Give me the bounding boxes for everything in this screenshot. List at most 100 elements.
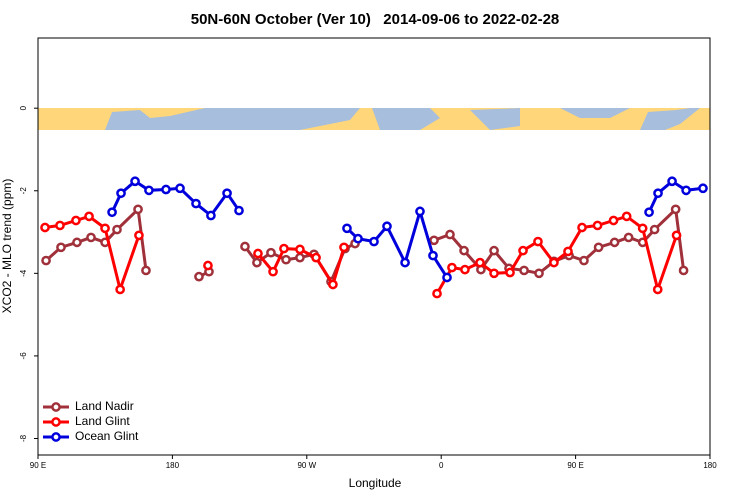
point: [623, 232, 634, 243]
point: [252, 257, 262, 268]
point: [84, 211, 94, 222]
point: [447, 262, 457, 273]
point: [281, 254, 291, 265]
point: [609, 237, 620, 248]
y-axis-label: XCO2 - MLO trend (ppm): [0, 179, 14, 314]
legend-label: Land Nadir: [75, 399, 134, 413]
point: [240, 241, 250, 252]
point: [342, 223, 352, 234]
point: [534, 268, 544, 279]
point: [222, 188, 232, 199]
x-tick-label: 90 E: [30, 461, 46, 470]
point: [56, 242, 66, 253]
point: [266, 247, 276, 258]
point: [72, 237, 82, 248]
point: [279, 243, 289, 254]
point: [579, 255, 589, 266]
point: [577, 222, 587, 233]
point: [533, 236, 543, 247]
y-tick-label: -4: [19, 269, 28, 277]
point: [429, 235, 439, 246]
point: [130, 176, 140, 187]
point: [353, 233, 363, 244]
point: [41, 255, 51, 266]
point: [253, 248, 263, 259]
point: [459, 245, 469, 256]
point: [206, 210, 216, 221]
point: [115, 284, 125, 295]
point: [519, 265, 529, 276]
point: [432, 288, 442, 299]
point: [295, 252, 305, 263]
point: [460, 264, 470, 275]
y-tick-label: -2: [19, 187, 28, 195]
point: [621, 211, 632, 222]
x-tick-label: 90 W: [297, 461, 316, 470]
point: [652, 284, 663, 295]
point: [671, 230, 682, 241]
map-strip: [38, 108, 710, 130]
legend-marker: [51, 402, 61, 412]
legend-label: Land Glint: [75, 414, 130, 428]
legend-marker: [51, 417, 61, 427]
point: [369, 236, 379, 247]
point: [112, 224, 122, 235]
point: [382, 221, 392, 232]
chart-title: 50N-60N October (Ver 10) 2014-09-06 to 2…: [191, 11, 560, 28]
point: [415, 206, 425, 217]
point: [518, 245, 528, 256]
x-tick-label: 0: [439, 461, 444, 470]
x-tick-label: 180: [703, 461, 717, 470]
legend-label: Ocean Glint: [75, 429, 139, 443]
point: [593, 242, 604, 253]
point: [489, 268, 499, 279]
y-tick-label: 0: [19, 105, 28, 110]
point: [667, 176, 677, 187]
x-axis-label: Longitude: [349, 476, 402, 490]
legend-marker: [51, 432, 61, 442]
point: [116, 188, 126, 199]
point: [649, 224, 660, 235]
point: [608, 215, 619, 226]
point: [400, 257, 410, 268]
x-tick-label: 90 E: [567, 461, 583, 470]
point: [681, 185, 691, 196]
point: [107, 207, 117, 218]
point: [549, 257, 559, 268]
point: [592, 220, 603, 231]
y-tick-label: -6: [19, 352, 28, 360]
point: [134, 230, 144, 241]
series-line: [45, 206, 686, 285]
point: [144, 185, 154, 196]
point: [653, 188, 663, 199]
x-tick-label: 180: [166, 461, 180, 470]
point: [505, 267, 515, 278]
point: [489, 245, 499, 256]
point: [71, 215, 81, 226]
point: [644, 207, 654, 218]
plot-frame: [37, 37, 711, 456]
point: [203, 260, 213, 271]
point: [55, 220, 65, 231]
point: [678, 265, 689, 276]
point: [311, 252, 321, 263]
point: [175, 183, 185, 194]
point: [428, 250, 438, 261]
point: [161, 184, 171, 195]
point: [698, 183, 708, 194]
point: [295, 244, 305, 255]
point: [86, 232, 96, 243]
point: [40, 222, 50, 233]
point: [100, 223, 110, 234]
point: [445, 229, 455, 240]
point: [268, 266, 278, 277]
point: [194, 271, 204, 282]
y-tick-label: -8: [19, 434, 28, 442]
point: [563, 246, 573, 257]
point: [475, 257, 485, 268]
point: [133, 204, 143, 215]
point: [339, 242, 349, 253]
point: [442, 272, 452, 283]
point: [141, 265, 151, 276]
